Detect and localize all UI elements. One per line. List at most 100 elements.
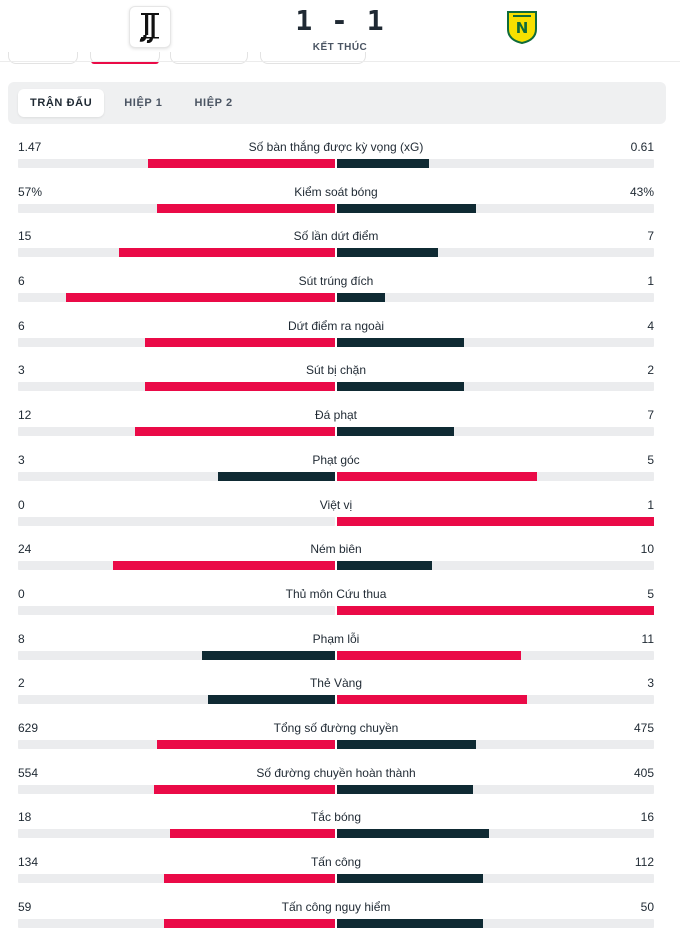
stat-home-bar-fill	[65, 293, 335, 303]
stat-away-value: 405	[633, 765, 654, 780]
section-pill[interactable]	[8, 52, 78, 64]
stat-home-bar-fill	[144, 337, 335, 347]
stat-away-value: 5	[647, 586, 654, 601]
tab-full-match[interactable]: TRẬN ĐẤU	[18, 89, 105, 117]
stat-home-bar-fill	[135, 427, 335, 437]
stat-name: Thẻ Vàng	[309, 676, 363, 691]
stat-home-value: 0	[18, 586, 25, 601]
stat-name: Phạm lỗi	[312, 631, 360, 646]
stat-away-bar-fill	[337, 159, 429, 168]
stat-away-bar	[337, 516, 654, 526]
stat-home-bar	[18, 293, 335, 303]
stat-away-bar-fill	[337, 739, 477, 749]
stat-away-bar	[337, 427, 654, 437]
stat-home-bar-fill	[147, 159, 335, 168]
stat-home-value: 554	[18, 765, 39, 780]
stat-away-bar-fill	[337, 561, 433, 571]
stat-away-bar-fill	[337, 695, 528, 705]
stat-home-bar	[18, 739, 335, 749]
stat-away-bar	[337, 739, 654, 749]
stat-home-value: 59	[18, 899, 32, 914]
stat-home-bar	[18, 337, 335, 347]
stat-name: Số lần dứt điểm	[293, 229, 379, 244]
stat-away-bar	[337, 874, 654, 883]
stat-away-bar-fill	[337, 650, 521, 660]
stat-away-value: 5	[647, 452, 654, 467]
stat-row: 15 Số lần dứt điểm 7	[18, 219, 654, 264]
match-score: 1 - 1	[295, 4, 385, 37]
stat-home-bar	[18, 650, 335, 660]
stat-row: 24 Ném biên 10	[18, 532, 654, 577]
stat-away-bar-fill	[337, 516, 654, 526]
stat-away-value: 43%	[629, 184, 654, 199]
stat-home-value: 3	[18, 363, 25, 378]
stat-away-bar	[337, 605, 654, 615]
stat-home-value: 2	[18, 676, 25, 691]
stat-away-value: 112	[634, 855, 654, 869]
stat-home-value: 6	[18, 274, 25, 289]
stat-away-value: 10	[640, 542, 654, 557]
stat-away-bar	[337, 829, 654, 839]
stat-name: Sút bị chặn	[305, 363, 367, 378]
stat-home-value: 57%	[18, 184, 43, 199]
stat-name: Số bàn thắng được kỳ vọng (xG)	[248, 140, 424, 154]
stat-away-value: 1	[647, 497, 654, 512]
stat-name: Số đường chuyền hoàn thành	[256, 765, 416, 780]
header-divider	[0, 61, 680, 62]
stat-away-bar	[337, 159, 654, 168]
stat-home-bar	[18, 829, 335, 839]
stat-row: 57% Kiểm soát bóng 43%	[18, 175, 654, 220]
tab-first-half[interactable]: HIỆP 1	[124, 97, 163, 109]
stat-away-bar-fill	[337, 874, 483, 883]
stat-home-bar	[18, 471, 335, 481]
juventus-logo-icon[interactable]	[129, 6, 171, 48]
match-status: KẾT THÚC	[312, 42, 368, 53]
stat-home-bar	[18, 203, 335, 213]
stat-away-bar	[337, 337, 654, 347]
stat-home-value: 629	[18, 720, 39, 735]
stat-row: 8 Phạm lỗi 11	[18, 622, 654, 667]
stat-away-bar	[337, 293, 654, 303]
stat-away-bar-fill	[337, 293, 385, 303]
stat-away-value: 475	[633, 720, 654, 735]
stat-away-value: 7	[647, 229, 654, 244]
stat-away-bar	[337, 382, 654, 392]
stat-home-bar	[18, 159, 335, 168]
svg-text:N: N	[516, 19, 529, 37]
stat-home-bar-fill	[170, 829, 335, 839]
stat-row: 2 Thẻ Vàng 3	[18, 666, 654, 711]
stat-name: Thủ môn Cứu thua	[285, 586, 387, 601]
stat-home-bar	[18, 248, 335, 258]
stat-away-value: 16	[640, 810, 654, 825]
stat-row: 629 Tổng số đường chuyền 475	[18, 711, 654, 756]
match-header: 1 - 1 KẾT THÚC N	[0, 0, 680, 64]
stat-name: Việt vị	[319, 497, 353, 512]
stat-row: 12 Đá phạt 7	[18, 398, 654, 443]
stat-home-bar	[18, 605, 335, 615]
stat-away-bar-fill	[337, 337, 464, 347]
stat-home-bar-fill	[119, 248, 335, 258]
period-tabs: TRẬN ĐẤU HIỆP 1 HIỆP 2	[8, 82, 666, 124]
stat-away-bar-fill	[337, 203, 477, 213]
stat-away-bar-fill	[337, 427, 455, 437]
stat-row: 6 Sút trúng đích 1	[18, 264, 654, 309]
stat-home-bar-fill	[201, 650, 335, 660]
section-pill-active[interactable]	[90, 52, 160, 64]
section-pill[interactable]	[170, 52, 248, 64]
stat-away-bar-fill	[337, 382, 464, 392]
stat-home-bar	[18, 561, 335, 571]
stat-away-bar-fill	[337, 784, 474, 794]
stat-home-value: 0	[18, 497, 25, 512]
stat-away-value: 50	[640, 899, 654, 914]
stat-row: 6 Dứt điểm ra ngoài 4	[18, 309, 654, 354]
stat-row: 554 Số đường chuyền hoàn thành 405	[18, 756, 654, 801]
nantes-logo-icon[interactable]: N	[501, 6, 543, 48]
stat-home-bar-fill	[163, 918, 335, 928]
section-pill[interactable]	[260, 52, 366, 64]
stat-home-value: 3	[18, 452, 25, 467]
tab-second-half[interactable]: HIỆP 2	[194, 97, 233, 109]
stat-home-bar	[18, 874, 335, 883]
stat-name: Sút trúng đích	[298, 274, 374, 289]
stat-name: Tấn công	[310, 855, 362, 869]
stat-name: Tắc bóng	[310, 810, 362, 825]
